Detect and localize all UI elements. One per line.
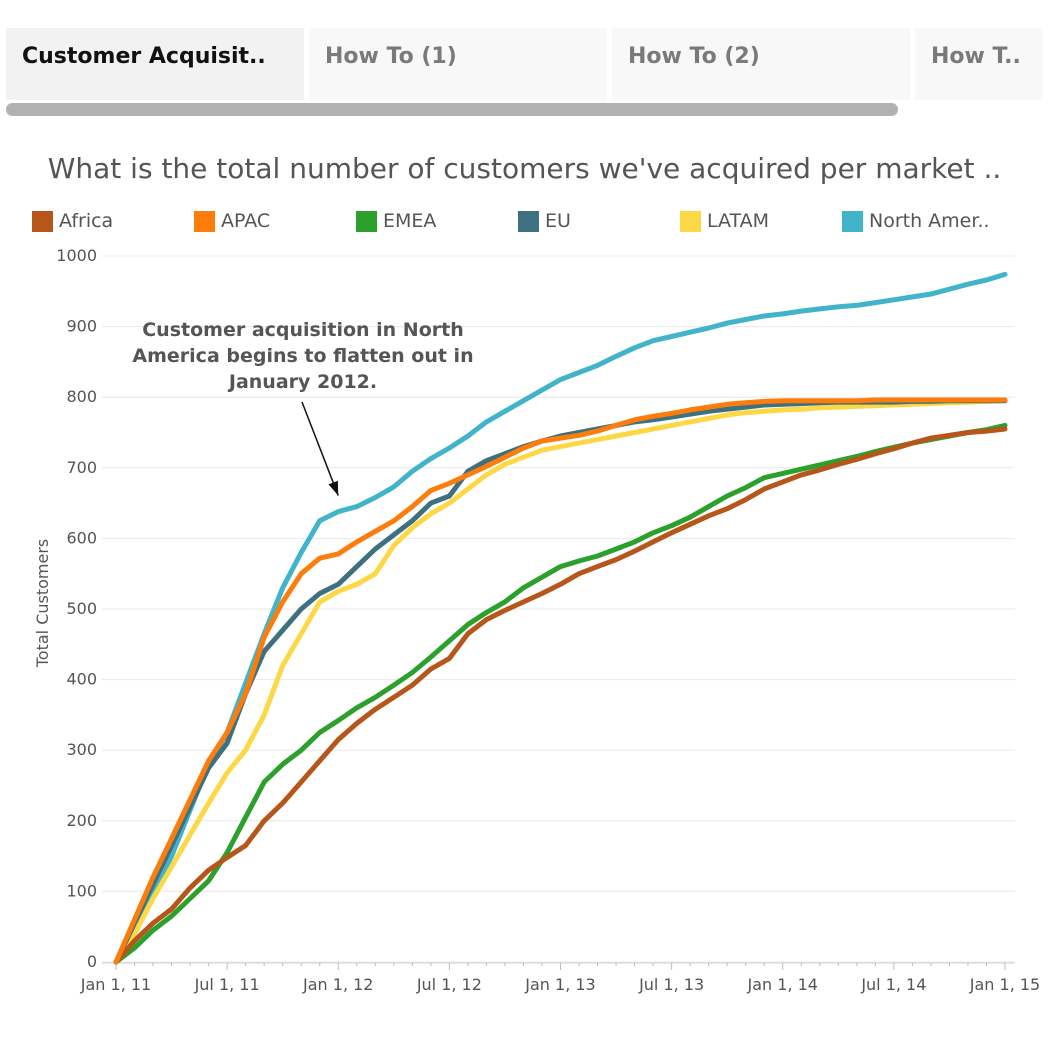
y-tick-label-800: 800 bbox=[66, 387, 97, 406]
y-tick-label-600: 600 bbox=[66, 528, 97, 547]
legend-item-latam[interactable]: LATAM bbox=[680, 207, 769, 235]
legend-label-apac: APAC bbox=[221, 210, 271, 232]
legend-swatch-eu bbox=[518, 210, 539, 232]
legend-swatch-latam bbox=[680, 210, 701, 232]
x-tick-label-0: Jan 1, 11 bbox=[80, 975, 151, 994]
legend: Africa APAC EMEA EU LATAM North Amer.. bbox=[0, 207, 1049, 235]
legend-label-latam: LATAM bbox=[707, 210, 770, 232]
series-line-emea bbox=[113, 422, 1008, 965]
legend-label-emea: EMEA bbox=[383, 210, 437, 232]
legend-item-eu[interactable]: EU bbox=[518, 207, 571, 235]
y-tick-label-500: 500 bbox=[66, 599, 97, 618]
tab-how-to-1[interactable]: How To (1) bbox=[309, 28, 607, 100]
legend-swatch-africa bbox=[32, 210, 53, 232]
legend-item-apac[interactable]: APAC bbox=[194, 207, 270, 235]
legend-swatch-apac bbox=[194, 210, 215, 232]
x-tick-label-4: Jan 1, 13 bbox=[524, 975, 595, 994]
x-tick-label-6: Jan 1, 14 bbox=[747, 975, 818, 994]
legend-item-africa[interactable]: Africa bbox=[32, 207, 113, 235]
y-tick-label-700: 700 bbox=[66, 458, 97, 477]
legend-item-north-america[interactable]: North Amer.. bbox=[842, 207, 990, 235]
tab-how-to-3[interactable]: How T.. bbox=[915, 28, 1043, 100]
y-tick-label-1000: 1000 bbox=[56, 246, 97, 265]
legend-label-africa: Africa bbox=[59, 210, 114, 232]
annotation-text-line-3: January 2012. bbox=[227, 371, 377, 393]
annotation-arrow-head bbox=[328, 480, 339, 496]
x-tick-label-5: Jul 1, 13 bbox=[638, 975, 704, 994]
x-tick-label-1: Jul 1, 11 bbox=[194, 975, 260, 994]
annotation-text-line-2: America begins to flatten out in bbox=[132, 345, 473, 367]
y-tick-label-0: 0 bbox=[87, 952, 97, 971]
x-tick-label-7: Jul 1, 14 bbox=[860, 975, 926, 994]
x-tick-label-8: Jan 1, 15 bbox=[969, 975, 1040, 994]
series-line-africa bbox=[113, 426, 1008, 965]
legend-item-emea[interactable]: EMEA bbox=[356, 207, 436, 235]
y-tick-label-200: 200 bbox=[66, 811, 97, 830]
legend-swatch-north-america bbox=[842, 210, 863, 232]
y-tick-label-400: 400 bbox=[66, 670, 97, 689]
chart-title: What is the total number of customers we… bbox=[47, 152, 1002, 185]
tab-bar: Customer Acquisit.. How To (1) How To (2… bbox=[6, 28, 1043, 100]
series-line-apac bbox=[113, 397, 1008, 965]
y-axis-title: Total Customers bbox=[33, 539, 52, 669]
tab-scrollbar[interactable] bbox=[6, 103, 898, 116]
y-tick-label-100: 100 bbox=[66, 881, 97, 900]
annotation-text-line-1: Customer acquisition in North bbox=[142, 319, 464, 341]
y-tick-label-900: 900 bbox=[66, 317, 97, 336]
x-tick-label-2: Jan 1, 12 bbox=[302, 975, 373, 994]
x-tick-label-3: Jul 1, 12 bbox=[416, 975, 482, 994]
legend-swatch-emea bbox=[356, 210, 377, 232]
annotation-arrow-line bbox=[301, 401, 339, 496]
tab-customer-acquisition[interactable]: Customer Acquisit.. bbox=[6, 28, 304, 100]
series-line-latam bbox=[113, 398, 1008, 965]
legend-label-north-america: North Amer.. bbox=[869, 210, 990, 232]
legend-label-eu: EU bbox=[545, 210, 571, 232]
y-tick-label-300: 300 bbox=[66, 740, 97, 759]
tab-how-to-2[interactable]: How To (2) bbox=[612, 28, 910, 100]
